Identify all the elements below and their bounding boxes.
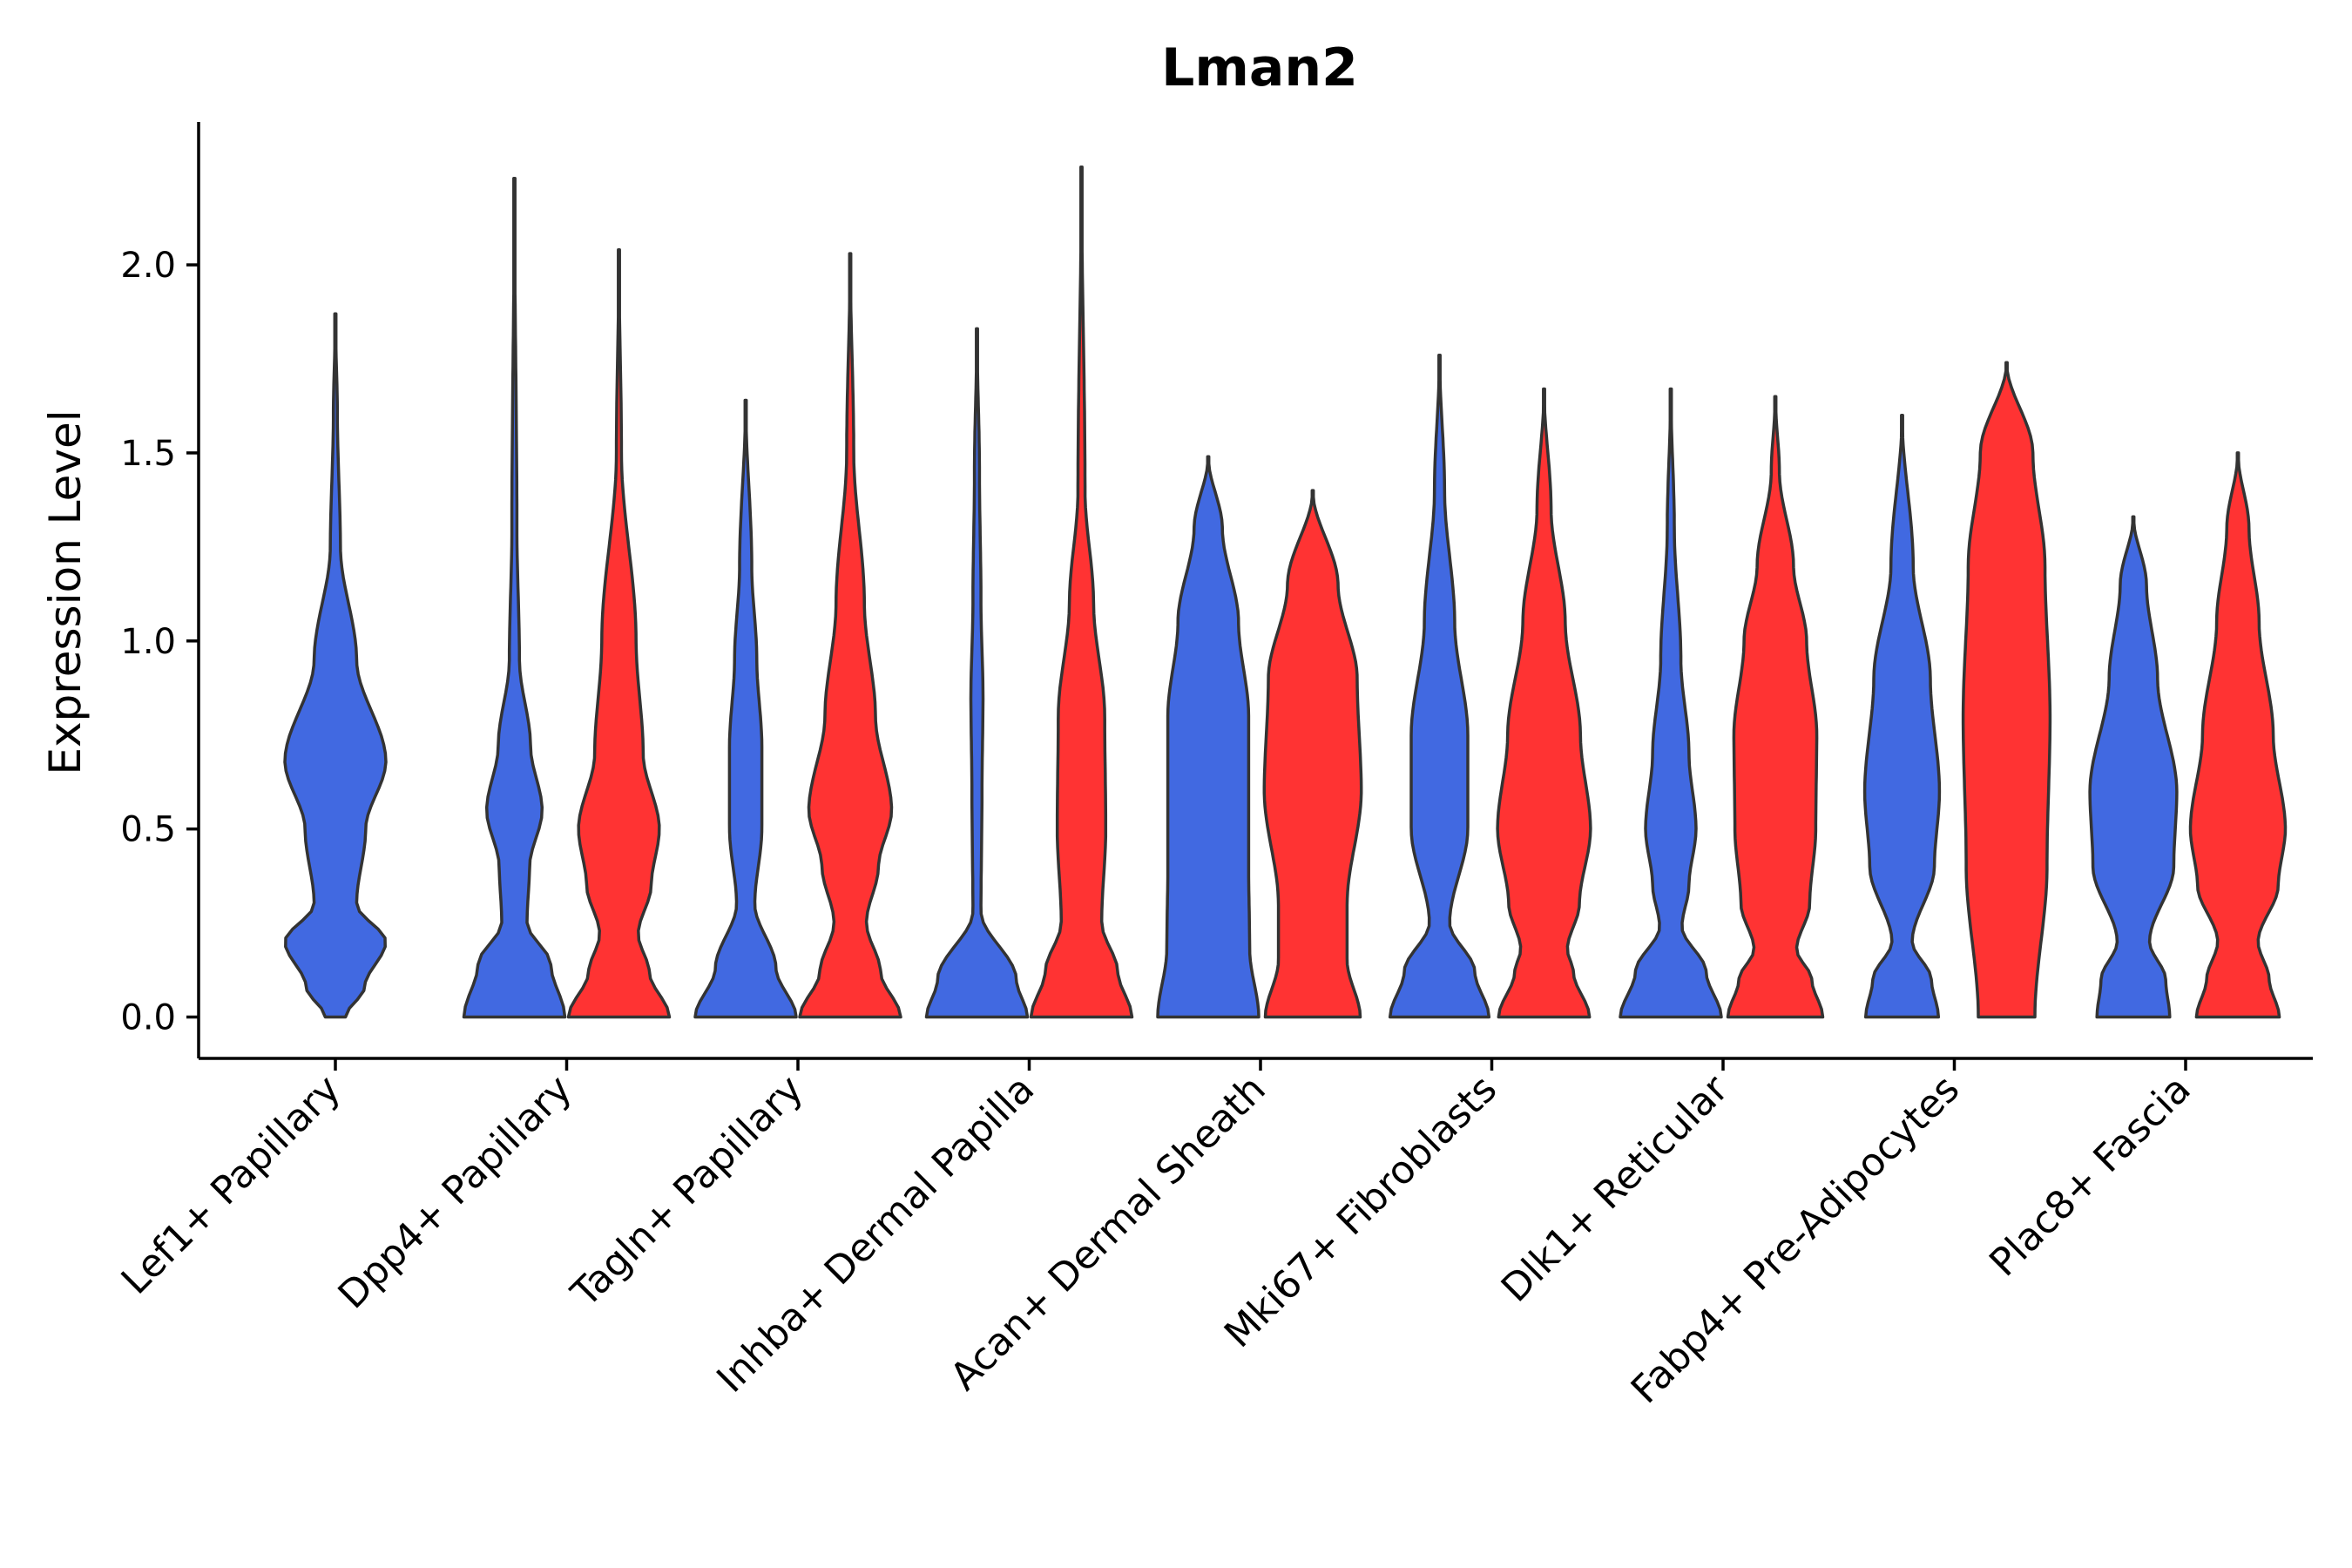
violin-blue-7 (1619, 387, 1723, 1019)
y-axis-label: Expression Level (40, 409, 91, 774)
violin-blue-3 (693, 398, 798, 1019)
violin-red-6 (1496, 387, 1592, 1019)
violin-blue-6 (1388, 353, 1491, 1019)
violin-red-7 (1726, 395, 1825, 1019)
y-tick-label: 1.5 (120, 434, 176, 474)
y-tick-label: 1.0 (120, 622, 176, 662)
violin-red-5 (1262, 489, 1363, 1019)
x-tick-label: Tagln+ Papillary (563, 1067, 812, 1316)
violins-layer (283, 166, 2288, 1019)
y-tick-label: 0.0 (120, 998, 176, 1038)
violin-blue-5 (1156, 455, 1260, 1019)
chart-title: Lman2 (1161, 37, 1358, 98)
violin-red-2 (566, 248, 672, 1019)
x-tick-label: Plac8+ Fascia (1981, 1067, 2200, 1286)
violin-red-9 (2188, 451, 2288, 1019)
violin-blue-8 (1862, 413, 1942, 1019)
y-tick-label: 2.0 (120, 246, 176, 286)
violin-red-4 (1029, 166, 1134, 1019)
violin-blue-1 (283, 312, 388, 1019)
violin-blue-9 (2088, 515, 2179, 1019)
x-tick-label: Dpp4+ Papillary (330, 1067, 581, 1318)
x-tick-label: Lef1+ Papillary (113, 1067, 349, 1303)
violin-blue-2 (462, 177, 567, 1019)
violin-red-8 (1961, 361, 2052, 1019)
x-tick-label: Dlk1+ Reticular (1493, 1066, 1738, 1311)
y-tick-label: 0.5 (120, 810, 176, 850)
violin-blue-4 (924, 327, 1030, 1019)
violin-red-3 (798, 252, 902, 1019)
